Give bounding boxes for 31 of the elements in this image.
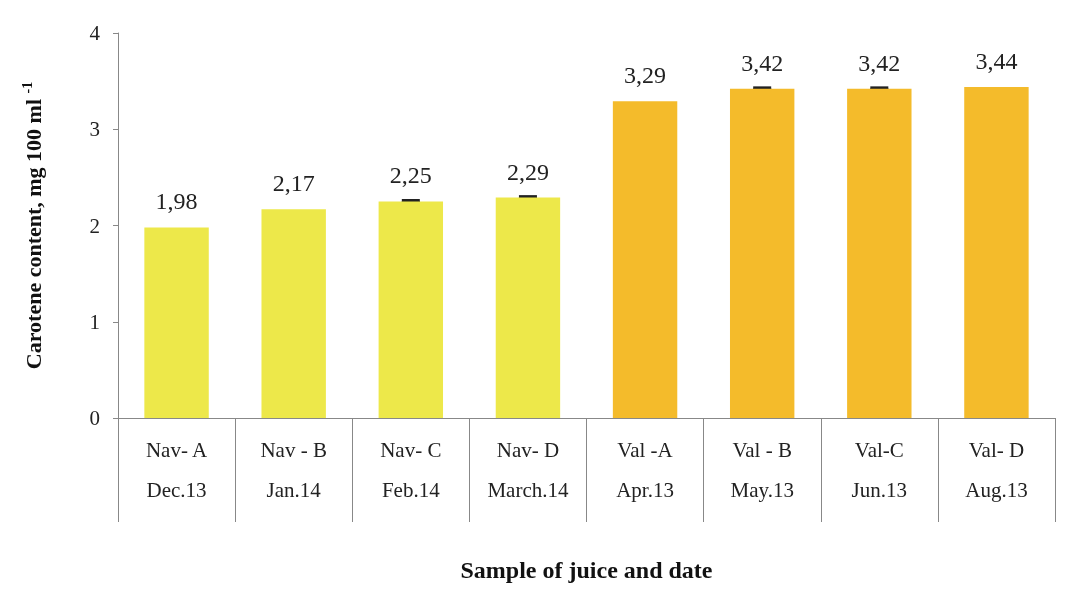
y-tick-label: 1	[89, 309, 100, 334]
bar	[495, 197, 561, 418]
data-label: 3,44	[975, 47, 1018, 74]
data-label: 2,25	[389, 162, 432, 189]
x-tick-label: Val-C Jun.13	[851, 438, 908, 502]
data-label: 2,17	[272, 170, 315, 197]
bar	[144, 227, 209, 418]
bar	[964, 86, 1029, 418]
x-axis-title: Sample of juice and date	[460, 557, 713, 583]
data-label: 2,29	[506, 158, 549, 185]
y-axis-title: Carotene content, mg 100 ml -1	[19, 81, 46, 370]
y-tick-label: 2	[89, 213, 100, 238]
bar	[378, 201, 444, 418]
x-tick-label: Val -A Apr.13	[616, 438, 674, 502]
data-label: 3,29	[624, 62, 667, 89]
x-tick-label: Nav- D March.14	[487, 438, 569, 502]
data-label: 1,98	[155, 188, 198, 215]
bar	[261, 209, 326, 418]
x-tick-label: Val - B May.13	[730, 438, 794, 502]
bar	[612, 101, 678, 418]
x-tick-label: Nav - B Jan.14	[260, 438, 327, 502]
y-tick-label: 0	[89, 406, 100, 430]
data-label: 3,42	[858, 49, 901, 76]
bar	[847, 88, 912, 418]
bar	[729, 88, 795, 418]
y-tick-label: 4	[89, 21, 101, 45]
x-tick-label: Nav- A Dec.13	[145, 438, 209, 502]
data-label: 3,42	[741, 49, 784, 76]
y-tick-label: 3	[89, 117, 100, 142]
x-tick-label: Val- D Aug.13	[965, 438, 1028, 502]
x-tick-label: Nav- C Feb.14	[380, 438, 442, 502]
